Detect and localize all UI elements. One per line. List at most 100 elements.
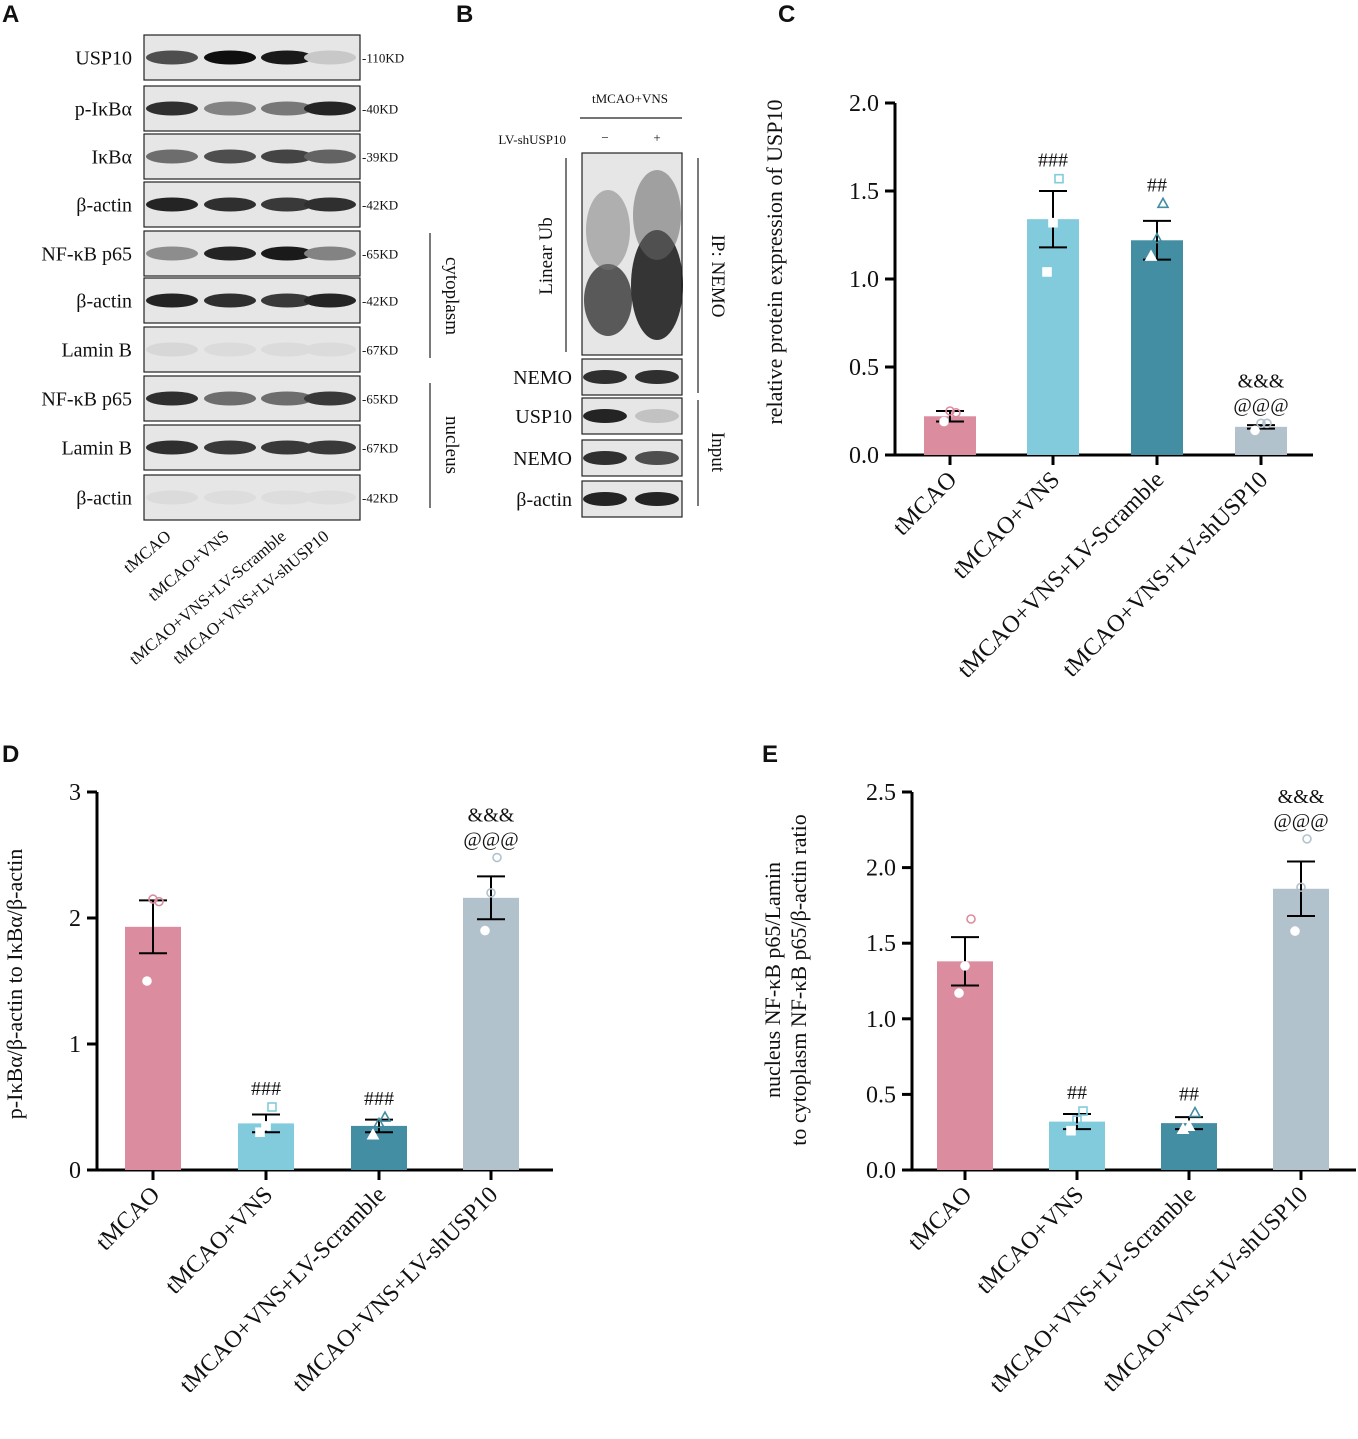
lane-sign: − (601, 130, 608, 145)
data-point (255, 1127, 265, 1137)
data-point (1262, 418, 1272, 429)
blot-row-label: p-IκBα (75, 99, 133, 121)
data-point (267, 1102, 277, 1112)
y-tick-label: 0.0 (849, 443, 879, 469)
blot-band (204, 101, 256, 116)
y-tick-label: 2.0 (866, 856, 896, 882)
x-category-label: tMCAO+VNS (972, 1182, 1090, 1300)
significance-label: ### (251, 1078, 281, 1100)
blot-band (261, 246, 313, 261)
data-point (1042, 267, 1052, 277)
input-label: Input (707, 432, 728, 473)
blot-kd-label: -40KD (362, 102, 398, 117)
significance-label: @@@ (1273, 810, 1328, 832)
blot-band (146, 293, 198, 308)
y-tick-label: 0.0 (866, 1158, 896, 1184)
bar (1131, 240, 1183, 455)
x-category-label: tMCAO+VNS+LV-Scramble (953, 467, 1169, 683)
ub-smear (631, 230, 683, 340)
panel-e-bar-chart: 0.0 0.5 1.0 1.5 2.0 2.5 nucleus NF-κB p65/Lami… (760, 780, 1356, 1398)
blot-band (204, 490, 256, 505)
panel-c-bar-chart: 0.0 0.5 1.0 1.5 2.0 relative protein expressi… (762, 91, 1313, 683)
y-tick-label: 3 (69, 780, 81, 806)
y-tick-label: 0.5 (866, 1082, 896, 1108)
linear-ub-label: Linear Ub (536, 217, 557, 295)
blot-band (146, 246, 198, 261)
blot-row-label: β-actin (76, 195, 132, 217)
blot-band (204, 50, 256, 65)
data-point (1250, 425, 1260, 436)
data-point (951, 407, 961, 418)
ip-label: IP: NEMO (707, 235, 728, 318)
data-point (378, 1110, 392, 1122)
blot-band (261, 490, 313, 505)
blot-band (146, 149, 198, 164)
panel-letter-d: D (2, 741, 19, 768)
x-category-label: tMCAO+VNS+LV-Scramble (175, 1182, 391, 1398)
data-point (1188, 1105, 1202, 1118)
panel-d-bar-chart: 0 1 2 3 p-IκBα/β-actin to IκBα/β-actin tMCAO #… (2, 780, 553, 1398)
blot-band (261, 50, 313, 65)
blot-row-label: β-actin (76, 488, 132, 510)
blot-band (204, 197, 256, 212)
blot-band (146, 490, 198, 505)
blot-band (204, 342, 256, 357)
blot-band (204, 391, 256, 406)
blot-band (261, 440, 313, 455)
data-point (1066, 1125, 1076, 1136)
data-point (492, 852, 502, 863)
data-point (1150, 231, 1164, 244)
blot-band (304, 149, 356, 164)
blot-kd-label: -39KD (362, 150, 398, 165)
blot-row-label: NEMO (513, 367, 572, 389)
blot-band (635, 451, 679, 465)
blot-band (583, 370, 627, 384)
x-category-label: tMCAO (91, 1182, 165, 1256)
significance-label: @@@ (463, 829, 518, 851)
x-category-label: tMCAO (903, 1182, 977, 1256)
data-point (939, 416, 949, 427)
blot-band (261, 197, 313, 212)
significance-label: ## (1067, 1082, 1087, 1104)
blot-band (261, 342, 313, 357)
blot-row-label: USP10 (75, 48, 132, 70)
blot-band (304, 342, 356, 357)
blot-band (304, 246, 356, 261)
blot-band (304, 101, 356, 116)
data-point (486, 887, 496, 898)
y-tick-label: 1.5 (866, 931, 896, 957)
y-tick-label: 2 (69, 906, 81, 932)
significance-label: ### (364, 1088, 394, 1110)
blot-band (304, 490, 356, 505)
y-tick-label: 1.5 (849, 179, 879, 205)
significance-label: &&& (1238, 370, 1285, 392)
blot-band (146, 197, 198, 212)
blot-row-label: USP10 (515, 406, 572, 428)
treatment-label: LV-shUSP10 (498, 132, 566, 147)
significance-label: &&& (468, 805, 515, 827)
data-point (1054, 173, 1064, 184)
lane-sign: + (653, 130, 660, 145)
blot-band (583, 492, 627, 506)
blot-row-label: NEMO (513, 448, 572, 470)
blot-band (204, 293, 256, 308)
x-category-label: tMCAO+VNS+LV-shUSP10 (1098, 1182, 1313, 1397)
data-point (372, 1116, 386, 1129)
bar (1235, 426, 1287, 455)
blot-band (635, 409, 679, 423)
significance-label: &&& (1278, 786, 1325, 808)
blot-band (204, 246, 256, 261)
data-point (1290, 926, 1300, 936)
x-category-label: tMCAO (888, 467, 962, 541)
significance-label: @@@ (1233, 394, 1288, 416)
x-category-label: tMCAO+VNS (161, 1182, 279, 1300)
panel-letter-b: B (456, 1, 473, 28)
blot-band (304, 50, 356, 65)
panel-a-western-blot: USP10 -110KD p-IκBα -40KD IκBα -39KD β-actin -4… (41, 34, 462, 669)
blot-band (304, 440, 356, 455)
data-point (966, 914, 976, 924)
blot-row-label: β-actin (516, 489, 572, 511)
panel-b-ip-blot: tMCAO+VNS LV-shUSP10 − + Linear Ub NEMO USP10 N… (498, 91, 728, 518)
data-point (148, 894, 158, 904)
